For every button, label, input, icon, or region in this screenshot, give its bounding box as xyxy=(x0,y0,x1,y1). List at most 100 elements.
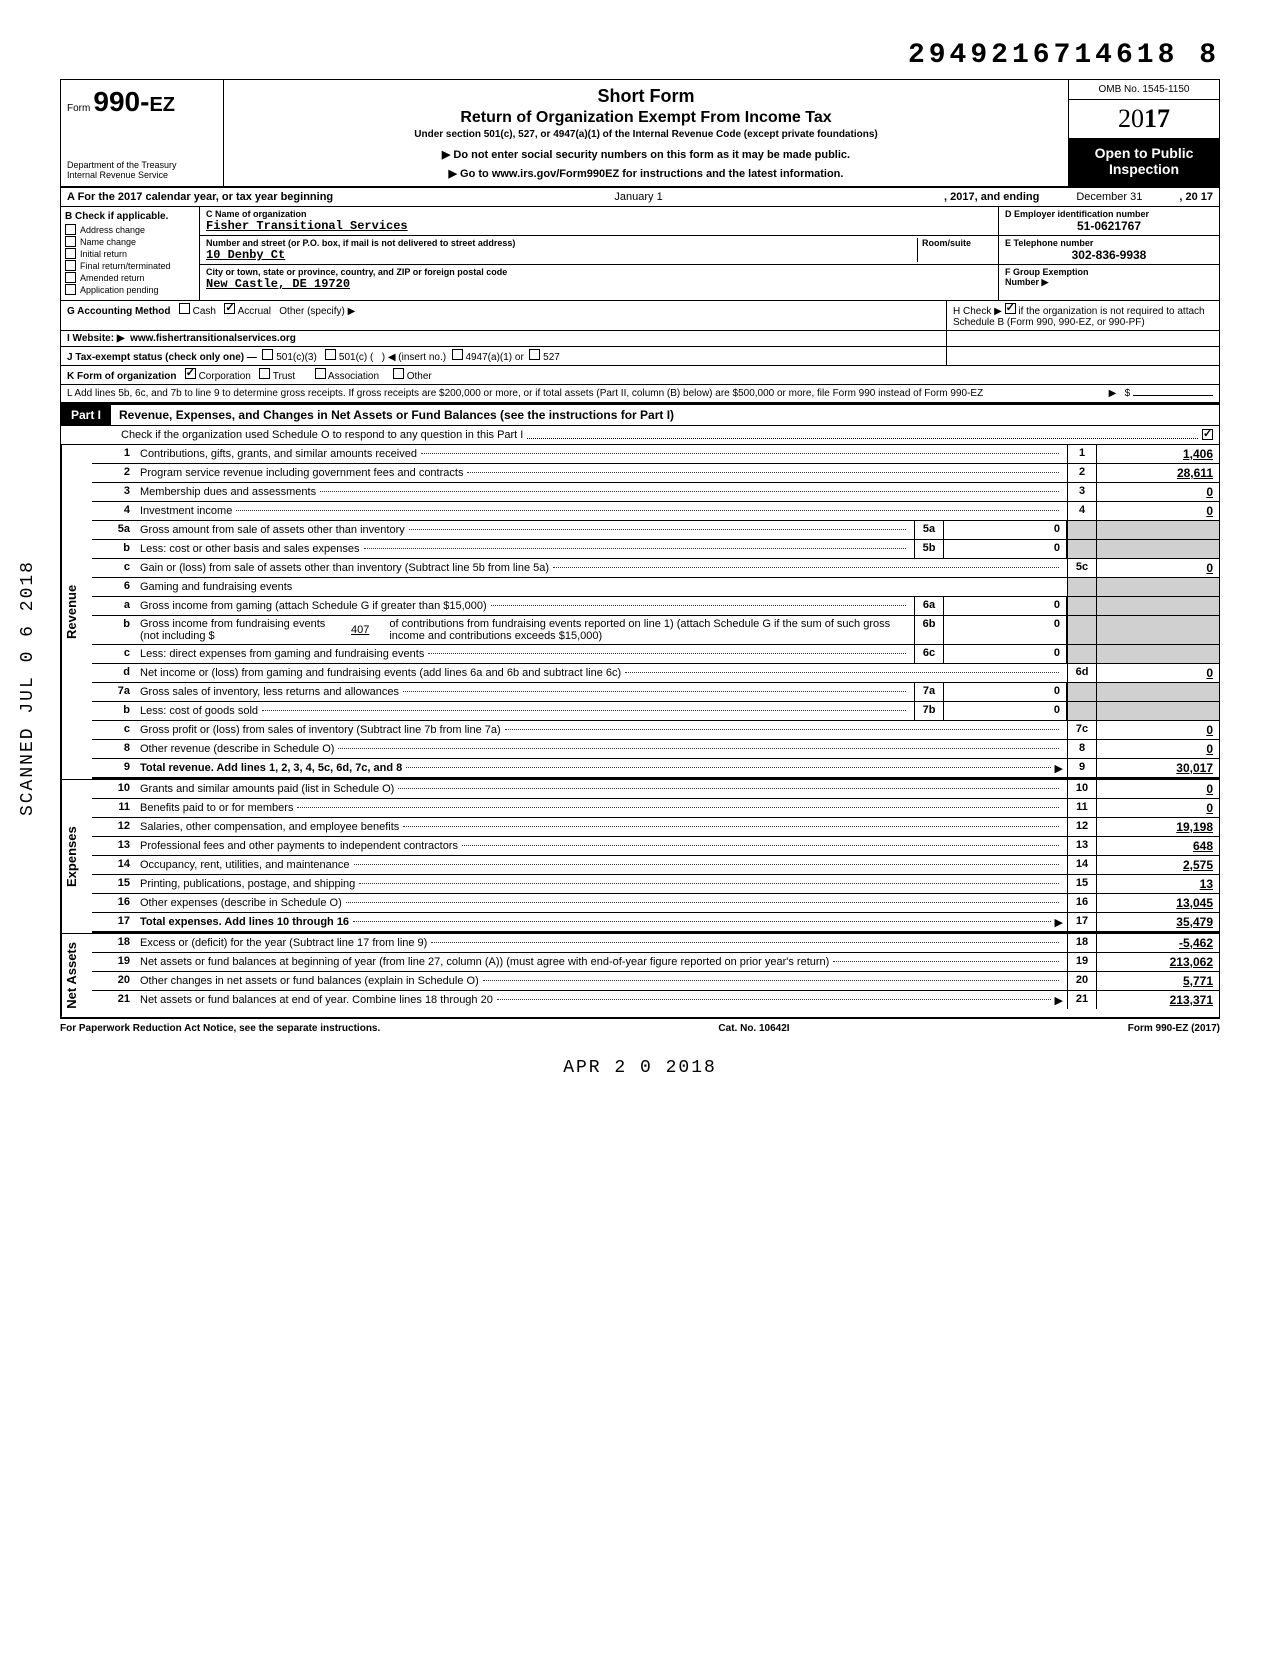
l-dollar: $ xyxy=(1125,388,1131,399)
phone: 302-836-9938 xyxy=(1005,248,1213,262)
ein-label: D Employer identification number xyxy=(1005,209,1213,219)
ln3-rnum: 3 xyxy=(1067,483,1096,501)
ln6b-rnum xyxy=(1067,616,1096,644)
ln10-rnum: 10 xyxy=(1067,780,1096,798)
tax-year: 2017 xyxy=(1069,100,1219,139)
chk-corporation[interactable] xyxy=(185,368,196,379)
ln5a-mnum: 5a xyxy=(914,521,944,539)
ln3-desc: Membership dues and assessments xyxy=(140,486,316,498)
lbl-name-change: Name change xyxy=(80,237,136,247)
row-j: J Tax-exempt status (check only one) — 5… xyxy=(60,347,1220,366)
ln5b-mnum: 5b xyxy=(914,540,944,558)
omb-number: OMB No. 1545-1150 xyxy=(1069,80,1219,100)
form-ez: EZ xyxy=(149,94,175,116)
ln5a-rnum xyxy=(1067,521,1096,539)
chk-4947[interactable] xyxy=(452,349,463,360)
chk-schedule-o[interactable] xyxy=(1202,429,1213,440)
lbl-amended-return: Amended return xyxy=(80,273,145,283)
chk-application-pending[interactable] xyxy=(65,284,76,295)
ln14-num: 14 xyxy=(92,856,136,874)
form-number: 990- xyxy=(93,86,149,117)
part1-header: Part I Revenue, Expenses, and Changes in… xyxy=(60,403,1220,426)
lbl-corporation: Corporation xyxy=(199,371,251,382)
ln19-num: 19 xyxy=(92,953,136,971)
chk-accrual[interactable] xyxy=(224,303,235,314)
city: New Castle, DE 19720 xyxy=(206,277,992,291)
col-b: B Check if applicable. Address change Na… xyxy=(61,207,200,300)
ln9-val: 30,017 xyxy=(1096,759,1219,777)
row-i: I Website: ▶ www.fishertransitionalservi… xyxy=(60,331,1220,347)
chk-association[interactable] xyxy=(315,368,326,379)
ln6a-num: a xyxy=(92,597,136,615)
ln2-desc: Program service revenue including govern… xyxy=(140,467,463,479)
lbl-501c: 501(c) ( xyxy=(339,352,373,363)
ln2-rnum: 2 xyxy=(1067,464,1096,482)
ln6c-rnum xyxy=(1067,645,1096,663)
ln17-desc: Total expenses. Add lines 10 through 16 xyxy=(140,916,349,928)
ln6-rnum xyxy=(1067,578,1096,596)
expenses-section: Expenses 10Grants and similar amounts pa… xyxy=(60,780,1220,934)
chk-name-change[interactable] xyxy=(65,236,76,247)
chk-trust[interactable] xyxy=(259,368,270,379)
ln14-rnum: 14 xyxy=(1067,856,1096,874)
part1-title: Revenue, Expenses, and Changes in Net As… xyxy=(111,405,1219,425)
document-number: 2949216714618 8 xyxy=(60,40,1220,71)
ln19-desc: Net assets or fund balances at beginning… xyxy=(140,956,829,968)
ln5c-val: 0 xyxy=(1096,559,1219,577)
l-text: L Add lines 5b, 6c, and 7b to line 9 to … xyxy=(67,388,983,399)
ln6b-amt: 407 xyxy=(331,624,389,636)
org-name-label: C Name of organization xyxy=(206,209,992,219)
ln8-rnum: 8 xyxy=(1067,740,1096,758)
i-label: I Website: ▶ xyxy=(67,333,125,344)
chk-527[interactable] xyxy=(529,349,540,360)
ln19-rnum: 19 xyxy=(1067,953,1096,971)
chk-other-org[interactable] xyxy=(393,368,404,379)
ln6-rval xyxy=(1096,578,1219,596)
ln13-rnum: 13 xyxy=(1067,837,1096,855)
ln1-num: 1 xyxy=(92,445,136,463)
ln11-desc: Benefits paid to or for members xyxy=(140,802,293,814)
ln4-val: 0 xyxy=(1096,502,1219,520)
ln5b-desc: Less: cost or other basis and sales expe… xyxy=(140,543,360,555)
ln10-num: 10 xyxy=(92,780,136,798)
chk-address-change[interactable] xyxy=(65,224,76,235)
ln6-num: 6 xyxy=(92,578,136,596)
ln11-rnum: 11 xyxy=(1067,799,1096,817)
ln7b-rnum xyxy=(1067,702,1096,720)
ln3-val: 0 xyxy=(1096,483,1219,501)
chk-cash[interactable] xyxy=(179,303,190,314)
chk-initial-return[interactable] xyxy=(65,248,76,259)
footer-left: For Paperwork Reduction Act Notice, see … xyxy=(60,1023,380,1034)
chk-501c3[interactable] xyxy=(262,349,273,360)
chk-501c[interactable] xyxy=(325,349,336,360)
form-prefix: Form xyxy=(67,103,90,114)
block-bcd: B Check if applicable. Address change Na… xyxy=(60,207,1220,301)
lbl-527: 527 xyxy=(543,352,560,363)
open-to-public: Open to Public Inspection xyxy=(1069,139,1219,186)
chk-amended-return[interactable] xyxy=(65,272,76,283)
ln20-rnum: 20 xyxy=(1067,972,1096,990)
row-a-label: A For the 2017 calendar year, or tax yea… xyxy=(67,191,333,203)
ln7c-num: c xyxy=(92,721,136,739)
do-not-ssn: ▶ Do not enter social security numbers o… xyxy=(236,148,1056,161)
chk-schedule-b[interactable] xyxy=(1005,303,1016,314)
ln6a-desc: Gross income from gaming (attach Schedul… xyxy=(140,600,487,612)
ln6c-rval xyxy=(1096,645,1219,663)
ln7b-rval xyxy=(1096,702,1219,720)
ln4-rnum: 4 xyxy=(1067,502,1096,520)
chk-final-return[interactable] xyxy=(65,260,76,271)
room-label: Room/suite xyxy=(922,238,971,248)
ln14-desc: Occupancy, rent, utilities, and maintena… xyxy=(140,859,350,871)
net-assets-label: Net Assets xyxy=(61,934,92,1017)
scanned-stamp: SCANNED JUL 0 6 2018 xyxy=(18,560,38,816)
ln4-desc: Investment income xyxy=(140,505,232,517)
g-label: G Accounting Method xyxy=(67,306,171,317)
row-a-mid: , 2017, and ending xyxy=(944,191,1039,203)
ln15-val: 13 xyxy=(1096,875,1219,893)
row-l: L Add lines 5b, 6c, and 7b to line 9 to … xyxy=(60,385,1220,403)
ln13-val: 648 xyxy=(1096,837,1219,855)
ln1-val: 1,406 xyxy=(1096,445,1219,463)
sched-o-text: Check if the organization used Schedule … xyxy=(121,429,523,441)
ln21-arrow: ▶ xyxy=(1055,994,1063,1007)
ln7b-mnum: 7b xyxy=(914,702,944,720)
